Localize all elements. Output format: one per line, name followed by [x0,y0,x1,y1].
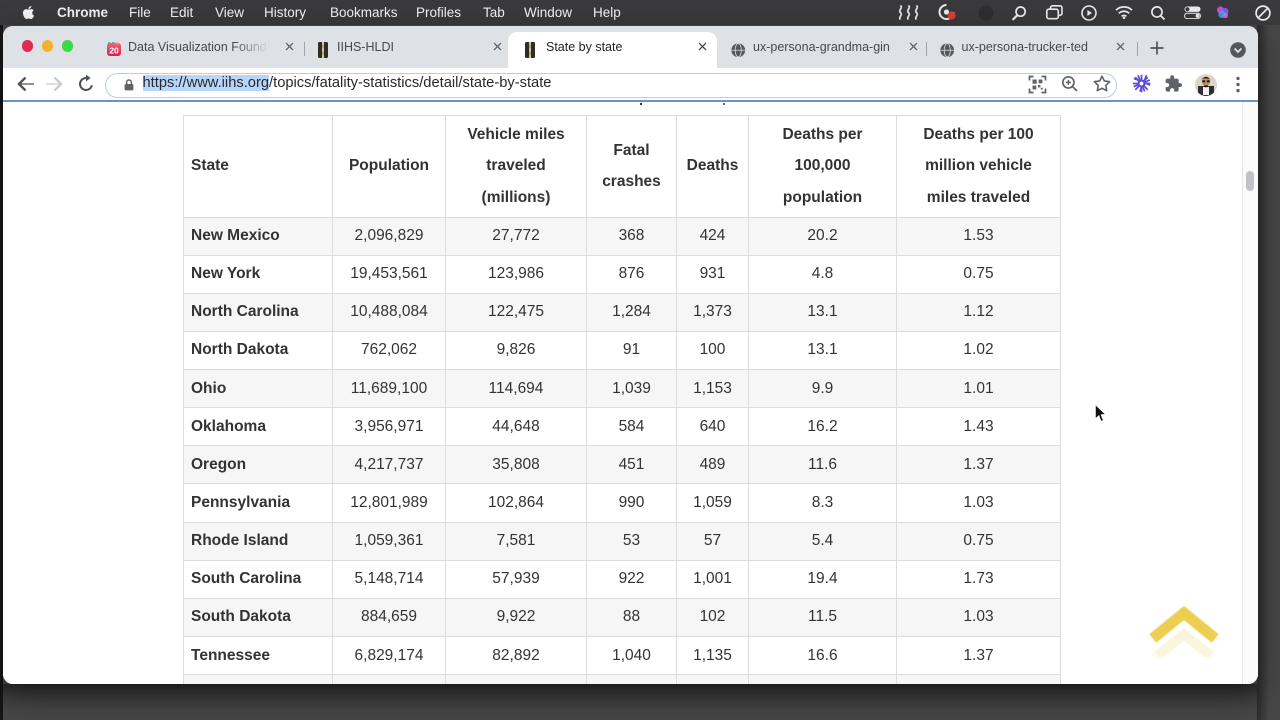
svg-text:20: 20 [109,45,119,55]
